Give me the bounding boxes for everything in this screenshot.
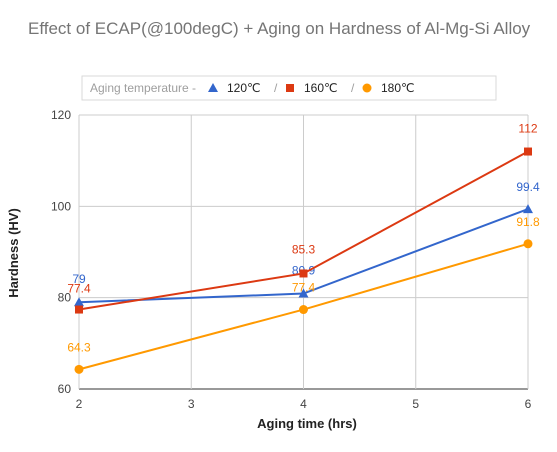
x-tick-label: 6 <box>525 397 532 411</box>
y-tick-label: 120 <box>51 108 71 122</box>
y-tick-label: 80 <box>58 291 72 305</box>
data-point <box>524 147 532 156</box>
data-label: 85.3 <box>292 242 316 256</box>
legend-marker <box>362 83 372 93</box>
data-point <box>523 239 533 249</box>
legend-label: 160℃ <box>304 81 338 95</box>
data-point <box>299 269 308 278</box>
legend-item-1: 160℃ / <box>286 81 355 95</box>
data-label: 64.3 <box>67 340 91 354</box>
legend-heading: Aging temperature - <box>90 81 196 95</box>
data-label: 77.4 <box>67 282 91 296</box>
x-axis-title: Aging time (hrs) <box>257 416 357 431</box>
legend-item-0: 120℃ / <box>208 81 278 95</box>
legend: Aging temperature - 120℃ / 160℃ / 180℃ <box>81 75 497 101</box>
data-point <box>298 288 309 298</box>
grid <box>78 114 529 390</box>
legend-label: 120℃ <box>227 81 261 95</box>
data-label: 99.4 <box>516 180 540 194</box>
legend-marker <box>286 84 294 92</box>
data-label: 77.4 <box>292 281 316 295</box>
legend-marker <box>208 83 218 92</box>
legend-separator: / <box>351 81 355 95</box>
axes: 60 80 100 120 2 3 4 5 6 <box>51 108 532 411</box>
data-label: 112 <box>518 122 537 136</box>
legend-item-2: 180℃ <box>362 81 415 95</box>
legend-separator: / <box>274 81 278 95</box>
y-tick-label: 60 <box>58 382 72 396</box>
series-1: 77.4 85.3 112 <box>67 122 538 314</box>
chart-title: Effect of ECAP(@100degC) + Aging on Hard… <box>28 19 531 38</box>
data-point <box>74 364 84 374</box>
data-label: 79 <box>72 272 86 286</box>
y-axis-title: Hardness (HV) <box>6 208 21 298</box>
data-point <box>74 297 84 307</box>
series-2: 64.3 77.4 91.8 <box>67 215 540 374</box>
legend-label: 180℃ <box>381 81 415 95</box>
data-label: 91.8 <box>516 215 540 229</box>
x-tick-label: 5 <box>412 397 419 411</box>
data-point <box>75 305 83 314</box>
y-tick-label: 100 <box>51 199 71 213</box>
data-point <box>299 305 308 315</box>
x-tick-label: 4 <box>300 397 307 411</box>
x-tick-label: 2 <box>76 397 83 411</box>
data-point <box>523 204 533 214</box>
x-tick-label: 3 <box>188 397 195 411</box>
